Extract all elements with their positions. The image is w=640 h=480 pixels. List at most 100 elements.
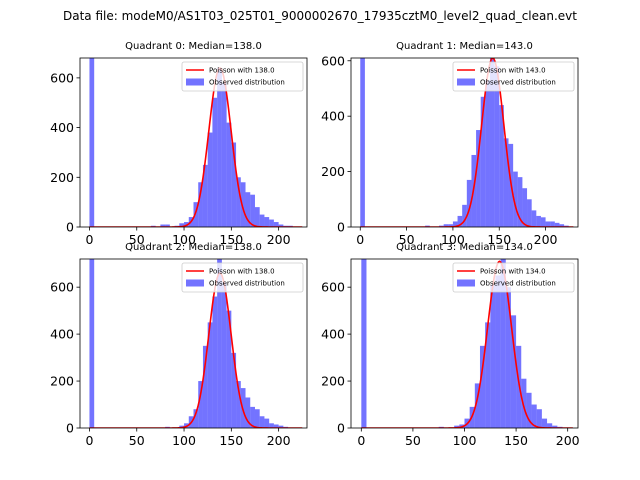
x-tick-label: 0 (357, 433, 365, 448)
quadrant-3-histogram (361, 259, 563, 428)
legend-label: Observed distribution (480, 280, 556, 288)
x-tick-label: 100 (172, 433, 196, 448)
histogram-bar (259, 416, 265, 428)
x-tick-label: 150 (487, 232, 511, 247)
poisson-fit-line (361, 260, 573, 428)
histogram-bar (485, 80, 490, 227)
x-tick-label: 200 (267, 232, 291, 247)
histogram-bar (552, 425, 558, 428)
histogram-bar (231, 142, 237, 227)
legend-box (181, 262, 304, 293)
quadrant-0-panel: 0 50 100 150 200 0 200 400 600 Quadrant 0: Median… (50, 41, 308, 247)
legend-box (181, 61, 304, 92)
histogram-bar (536, 409, 542, 428)
x-tick-label: 200 (267, 433, 291, 448)
x-tick-label: 150 (219, 232, 243, 247)
histogram-bar (517, 177, 523, 227)
histogram-bar (217, 67, 222, 227)
quadrant-0-title: Quadrant 0: Median=138.0 (125, 41, 262, 52)
legend-label: Poisson with 138.0 (209, 67, 275, 75)
quadrant-2-title: Quadrant 2: Median=138.0 (125, 242, 262, 253)
histogram-bar (531, 404, 537, 428)
x-tick-label: 50 (129, 232, 145, 247)
histogram-bar (221, 82, 227, 227)
quadrant-panels: 0 50 100 150 200 0 200 400 600 Quadrant 0: Median… (50, 41, 580, 448)
quadrant-2-histogram (89, 259, 293, 428)
histogram-bar (531, 210, 537, 227)
y-tick-label: 400 (321, 109, 345, 124)
histogram-bar (254, 207, 260, 227)
histogram-bar (217, 259, 222, 428)
axes-frame (79, 57, 308, 228)
histogram-bar (545, 221, 551, 227)
x-tick-label: 50 (405, 433, 421, 448)
histogram-bar (89, 259, 95, 428)
histogram-bar (198, 182, 203, 227)
histogram-bar (193, 409, 199, 428)
histogram-bar (503, 138, 509, 227)
histogram-bar (259, 214, 265, 227)
y-tick-label: 0 (337, 421, 345, 436)
histogram-bar (245, 397, 251, 428)
histogram-bar (527, 199, 532, 227)
histogram-bar (462, 204, 467, 227)
y-tick-label: 400 (50, 327, 74, 342)
histogram-bar (89, 58, 95, 227)
legend-patch-swatch (457, 78, 475, 86)
y-tick-label: 200 (50, 170, 74, 185)
histogram-bar (505, 287, 511, 428)
quadrant-1-panel: 0 50 100 150 200 0 200 400 600 Quadrant 1: Median… (321, 41, 579, 247)
histogram-bar (212, 97, 218, 227)
histogram-bar (212, 296, 218, 428)
legend-label: Observed distribution (209, 280, 285, 288)
histogram-bar (236, 177, 241, 227)
histogram-bar (360, 58, 365, 227)
y-tick-label: 400 (321, 327, 345, 342)
legend-label: Observed distribution (209, 79, 285, 87)
histogram-bar (264, 418, 270, 428)
x-tick-label: 200 (534, 232, 558, 247)
histogram-bar (179, 223, 185, 227)
histogram-bar (361, 259, 367, 428)
x-tick-label: 50 (129, 433, 145, 448)
histogram-bar (547, 423, 553, 428)
y-tick-label: 200 (321, 374, 345, 389)
histogram-bar (193, 202, 199, 227)
histogram-bar (489, 58, 495, 227)
y-tick-label: 0 (337, 220, 345, 235)
histogram-bar (490, 284, 496, 428)
histogram-bar (269, 423, 274, 428)
histogram-bar (269, 219, 274, 227)
histogram-bar (160, 224, 166, 227)
y-tick-label: 600 (50, 70, 74, 85)
histogram-bar (221, 282, 227, 428)
x-tick-label: 0 (85, 433, 93, 448)
histogram-bar (250, 406, 255, 428)
y-tick-label: 200 (321, 164, 345, 179)
x-tick-label: 0 (356, 232, 364, 247)
legend-patch-swatch (186, 78, 204, 86)
axes-frame (350, 57, 579, 228)
histogram-bar (536, 215, 541, 227)
legend-patch-swatch (457, 279, 475, 287)
histogram-bar (559, 224, 565, 227)
histogram-bar (254, 409, 260, 428)
histogram-bar (278, 425, 284, 428)
histogram-bar (474, 383, 480, 428)
histogram-bar (245, 192, 251, 227)
poisson-fit-line (89, 272, 303, 428)
x-tick-label: 0 (85, 232, 93, 247)
histogram-bar (236, 381, 241, 428)
histogram-bar (485, 322, 491, 428)
x-tick-label: 150 (219, 433, 243, 448)
histogram-bar (457, 215, 463, 227)
histogram-bar (452, 221, 458, 227)
y-tick-label: 600 (50, 280, 74, 295)
histogram-bar (454, 425, 460, 428)
histogram-bar (540, 217, 546, 227)
figure-suptitle: Data file: modeM0/AS1T03_025T01_90000026… (63, 9, 577, 23)
histogram-bar (250, 194, 255, 227)
histogram-bar (448, 224, 453, 227)
legend-box (452, 61, 575, 92)
